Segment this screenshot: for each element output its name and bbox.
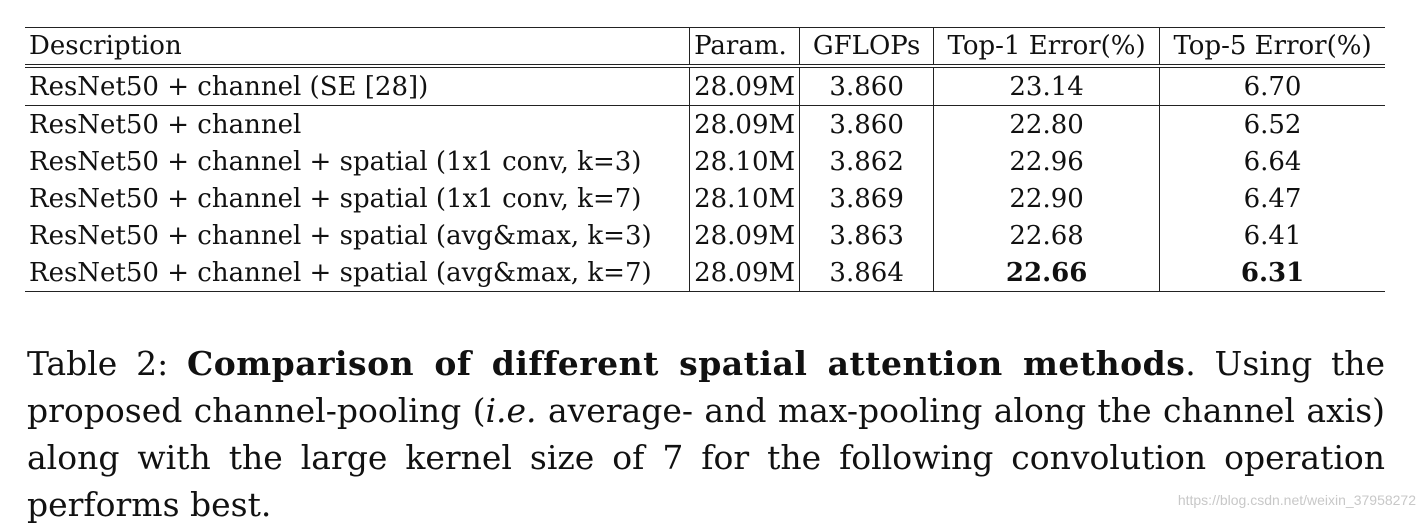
header-description: Description	[25, 27, 691, 67]
cell-description: ResNet50 + channel + spatial (avg&max, k…	[25, 217, 691, 254]
cell-top1: 22.68	[933, 217, 1161, 254]
cell-param: 28.09M	[689, 217, 801, 254]
cell-gflops: 3.863	[799, 217, 935, 254]
cell-top1: 23.14	[933, 65, 1161, 106]
results-table-container: Description Param. GFLOPs Top-1 Error(%)…	[25, 27, 1385, 292]
cell-top1: 22.90	[933, 180, 1161, 217]
cell-top5: 6.52	[1159, 105, 1385, 143]
cell-gflops: 3.860	[799, 105, 935, 143]
cell-param: 28.10M	[689, 143, 801, 180]
table-row: ResNet50 + channel + spatial (avg&max, k…	[25, 217, 1385, 254]
cell-top5: 6.41	[1243, 220, 1302, 251]
table-row: ResNet50 + channel + spatial (1x1 conv, …	[25, 143, 1385, 180]
table-header-row: Description Param. GFLOPs Top-1 Error(%)…	[25, 27, 1385, 67]
header-param: Param.	[689, 27, 801, 67]
cell-top1-best: 22.66	[933, 254, 1161, 292]
table-row: ResNet50 + channel + spatial (1x1 conv, …	[25, 180, 1385, 217]
header-gflops: GFLOPs	[799, 27, 935, 67]
header-top5: Top-5 Error(%)	[1159, 27, 1385, 67]
cell-gflops: 3.862	[799, 143, 935, 180]
caption-text-2: average- and max-pooling along the chann…	[27, 391, 1386, 477]
caption-title: Comparison of different spatial attentio…	[186, 344, 1186, 383]
cell-description: ResNet50 + channel + spatial (1x1 conv, …	[25, 180, 691, 217]
cell-top1: 22.80	[933, 105, 1161, 143]
cell-top5: 6.64	[1243, 146, 1302, 177]
caption-label: Table 2:	[27, 344, 169, 383]
watermark-url: https://blog.csdn.net/weixin_37958272	[1177, 492, 1416, 508]
caption-ie: i.e.	[485, 391, 537, 430]
cell-param: 28.09M	[689, 254, 801, 292]
table-row: ResNet50 + channel (SE [28]) 28.09M 3.86…	[25, 65, 1385, 106]
header-top1: Top-1 Error(%)	[933, 27, 1161, 67]
cell-param: 28.09M	[689, 105, 801, 143]
cell-top5: 6.47	[1243, 183, 1302, 214]
cell-gflops: 3.864	[799, 254, 935, 292]
cell-description: ResNet50 + channel	[25, 105, 691, 143]
cell-top5: 6.70	[1159, 65, 1385, 106]
caption-text-1: . Using the proposed channel-pooling (	[27, 344, 1385, 430]
cell-description: ResNet50 + channel + spatial (avg&max, k…	[25, 254, 691, 292]
cell-description: ResNet50 + channel (SE [28])	[25, 65, 691, 106]
cell-top1: 22.96	[933, 143, 1161, 180]
cell-top5-best: 6.31	[1159, 254, 1385, 292]
table-row: ResNet50 + channel 28.09M 3.860 22.80 6.…	[25, 105, 1385, 143]
cell-gflops: 3.860	[799, 65, 935, 106]
caption-body: Table 2: Comparison of different spatial…	[27, 340, 1385, 481]
cell-gflops: 3.869	[799, 180, 935, 217]
cell-param: 28.09M	[689, 65, 801, 106]
table-row: ResNet50 + channel + spatial (avg&max, k…	[25, 254, 1385, 292]
cell-param: 28.10M	[689, 180, 801, 217]
results-table: Description Param. GFLOPs Top-1 Error(%)…	[25, 27, 1385, 292]
cell-description: ResNet50 + channel + spatial (1x1 conv, …	[25, 143, 691, 180]
